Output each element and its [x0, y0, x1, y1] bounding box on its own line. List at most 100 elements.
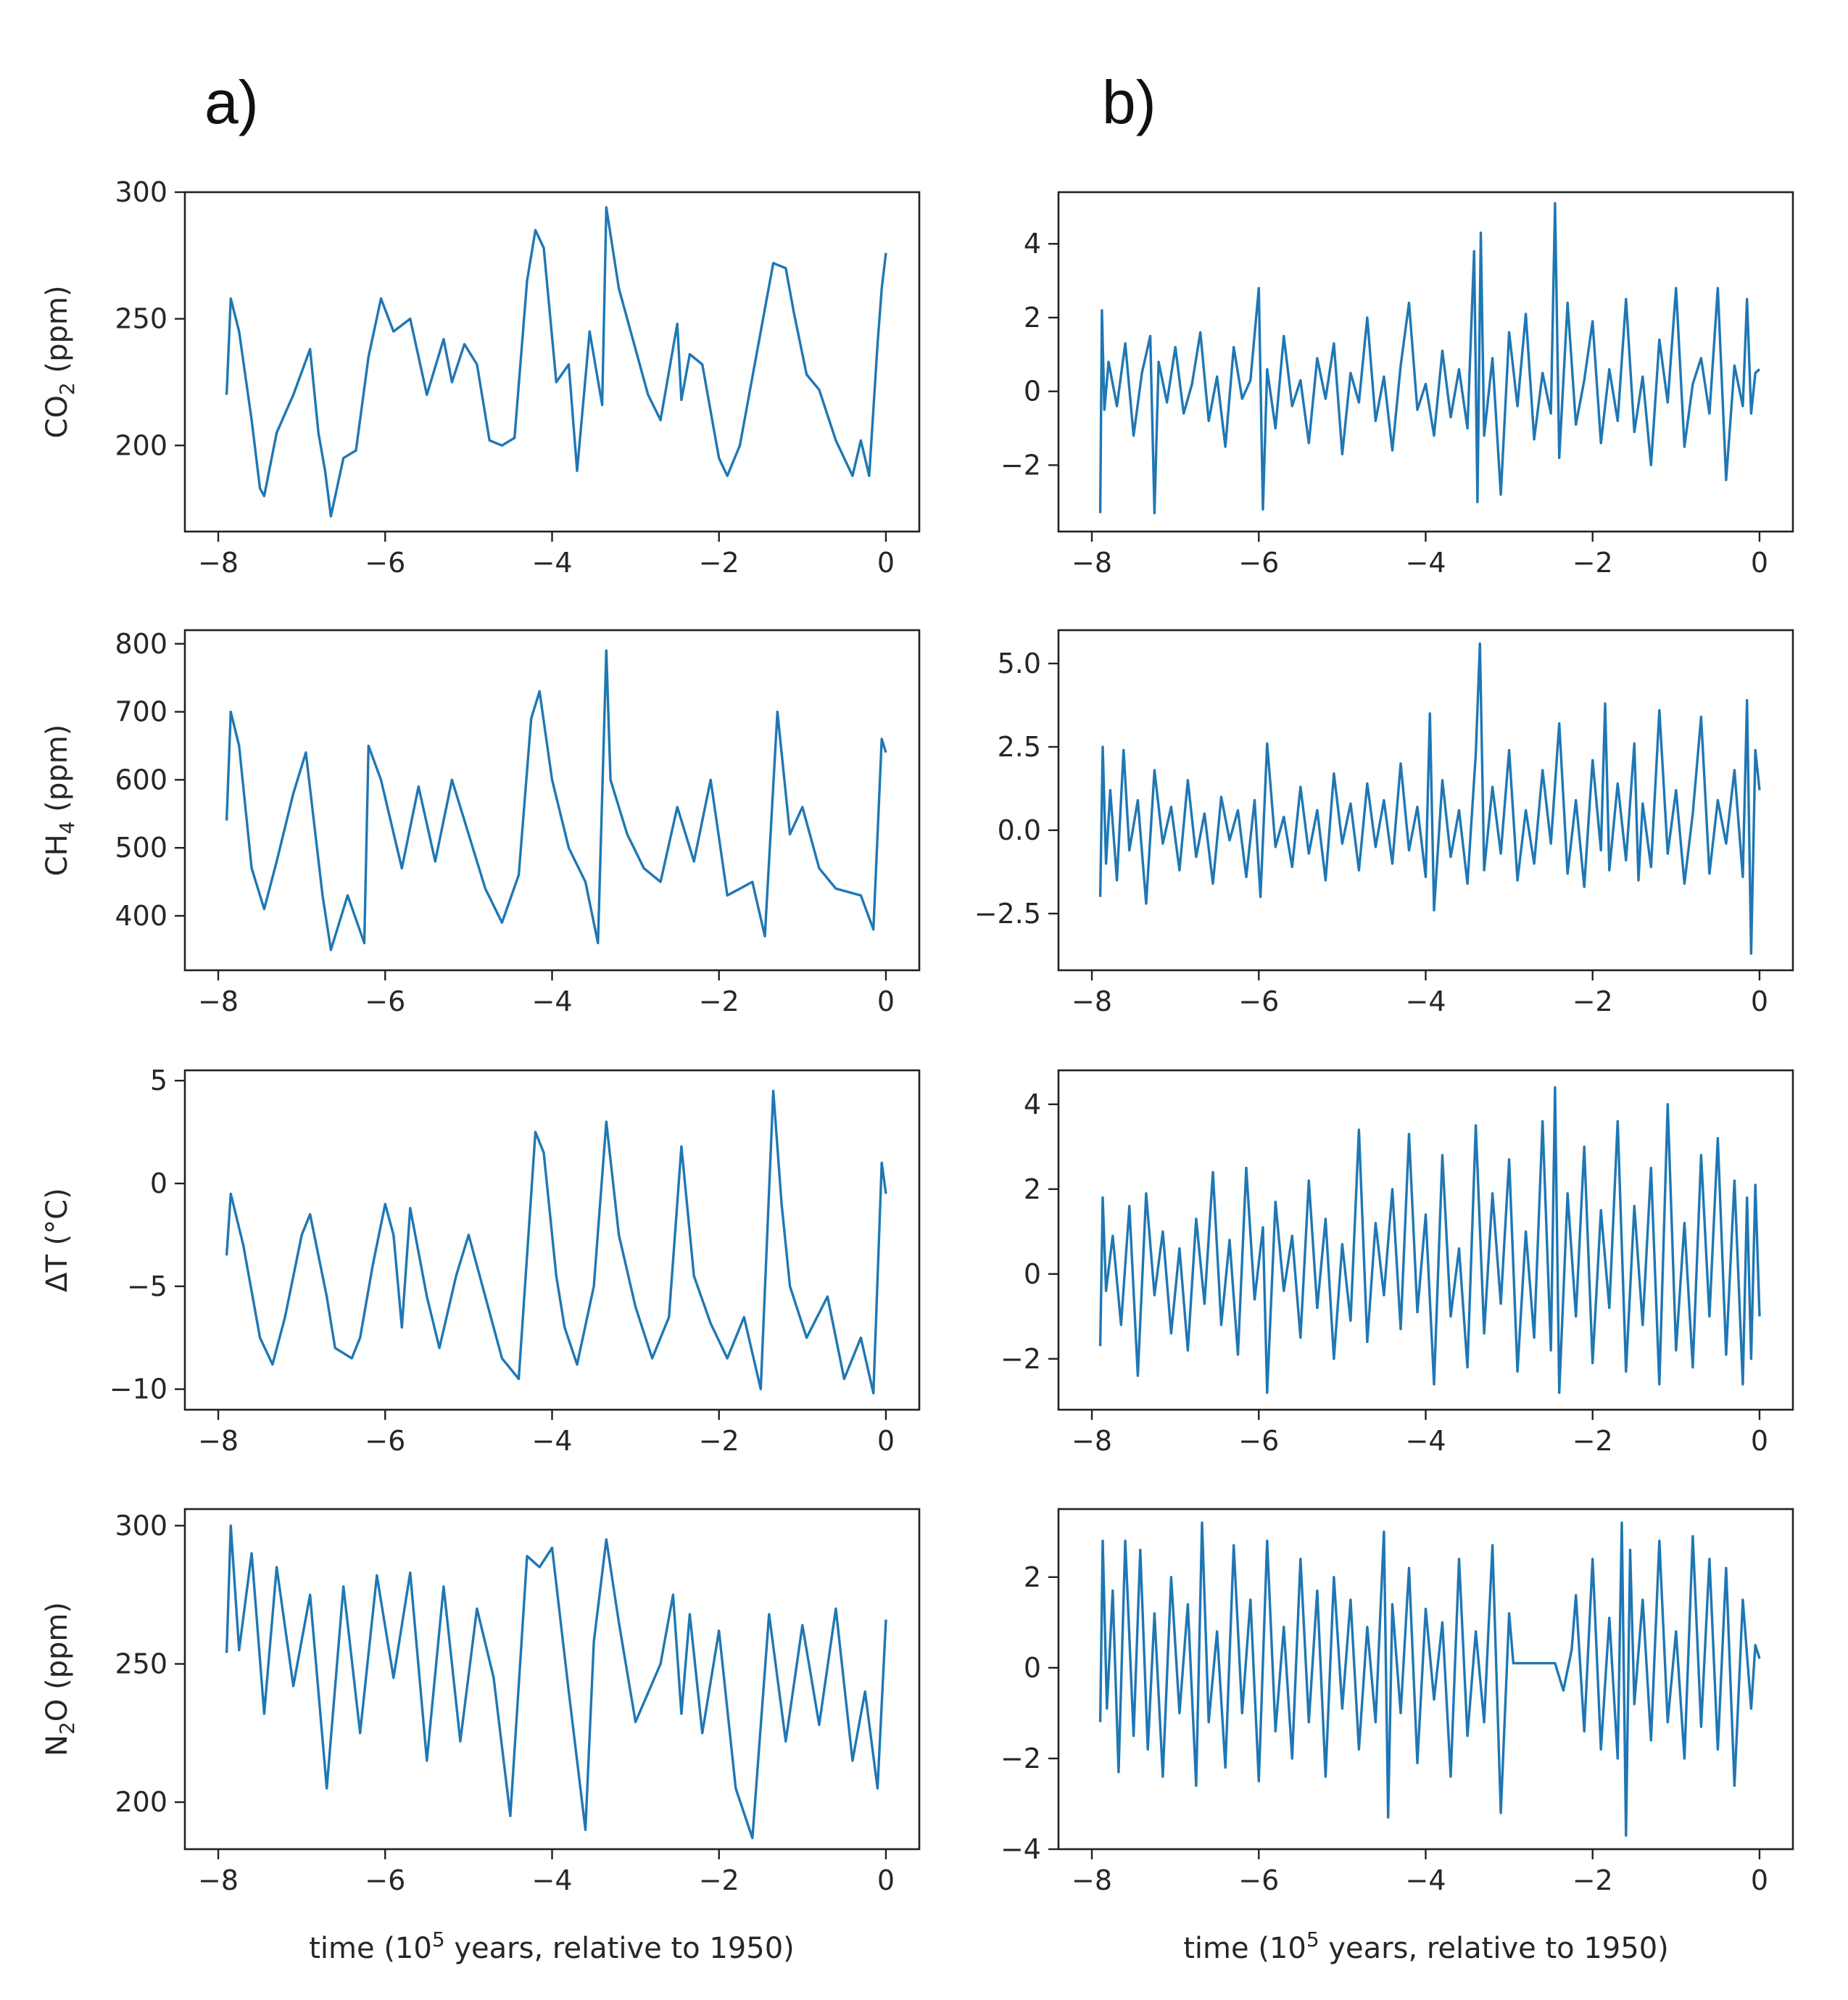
x-tick-label-a-co2: −8 — [198, 547, 239, 579]
series-line-a-n2o — [225, 1524, 887, 1840]
y-tick-label-a-temp: −5 — [127, 1270, 167, 1302]
x-tick-label-b-temp: −6 — [1238, 1425, 1279, 1457]
series-line-a-co2 — [225, 206, 887, 518]
x-tick-label-b-ch4: −8 — [1072, 985, 1112, 1017]
x-tick-label-a-co2: −2 — [699, 547, 739, 579]
y-tick-label-a-ch4: 400 — [115, 900, 167, 932]
x-tick-label-b-ch4: −2 — [1573, 985, 1613, 1017]
x-tick-label-a-ch4: −2 — [699, 985, 739, 1017]
axes-frame-b-n2o — [1057, 1508, 1794, 1851]
y-tick-label-b-co2: 0 — [1024, 376, 1041, 408]
x-tick-label-a-ch4: −4 — [531, 985, 572, 1017]
x-tick-label-b-ch4: −6 — [1238, 985, 1279, 1017]
axes-frame-a-ch4 — [183, 629, 921, 972]
x-tick-label-a-ch4: −6 — [365, 985, 405, 1017]
y-tick-label-a-n2o: 200 — [115, 1786, 167, 1818]
y-tick-label-a-n2o: 250 — [115, 1648, 167, 1680]
x-tick-label-a-n2o: −6 — [365, 1864, 405, 1896]
x-axis-label-a: time (105 years, relative to 1950) — [309, 1927, 795, 1965]
y-tick-label-b-n2o: 2 — [1024, 1561, 1041, 1593]
axes-frame-b-ch4 — [1057, 629, 1794, 972]
subplot-a-temp: −8 −6 −4 −2 0 −10 −5 0 5 ΔT (°C) — [41, 1065, 921, 1457]
y-tick-label-b-temp: −2 — [1000, 1343, 1041, 1375]
x-tick-label-b-temp: −4 — [1405, 1425, 1446, 1457]
x-tick-label-a-ch4: −8 — [198, 985, 239, 1017]
subplot-a-n2o: −8 −6 −4 −2 0 200 250 300 N2O (ppm) — [41, 1508, 921, 1896]
x-tick-label-a-co2: −4 — [531, 547, 572, 579]
subplot-b-ch4: −8 −6 −4 −2 0 −2.5 0.0 2.5 5.0 — [974, 629, 1794, 1017]
x-tick-label-b-temp: 0 — [1751, 1425, 1768, 1457]
y-tick-label-a-ch4: 600 — [115, 764, 167, 796]
x-axis-label-b: time (105 years, relative to 1950) — [1183, 1927, 1669, 1965]
axes-frame-a-co2 — [183, 191, 921, 533]
x-tick-label-b-n2o: −6 — [1238, 1864, 1279, 1896]
x-tick-label-b-co2: −8 — [1072, 547, 1112, 579]
series-line-b-n2o — [1098, 1521, 1761, 1837]
subplot-a-ch4: −8 −6 −4 −2 0 400 500 600 700 800 CH4 (ppm) — [41, 628, 921, 1017]
y-tick-label-a-ch4: 800 — [115, 628, 167, 660]
subplot-b-temp: −8 −6 −4 −2 0 −2 0 2 4 — [1000, 1069, 1794, 1457]
y-tick-label-b-ch4: −2.5 — [974, 898, 1041, 930]
subplot-b-co2: −8 −6 −4 −2 0 −2 0 2 4 — [1000, 191, 1794, 579]
panel-label-a: a) — [204, 68, 259, 136]
x-tick-label-b-ch4: −4 — [1405, 985, 1446, 1017]
y-tick-label-a-temp: 5 — [150, 1065, 167, 1096]
x-tick-label-a-ch4: 0 — [877, 985, 895, 1017]
y-axis-label-a-temp: ΔT (°C) — [41, 1188, 74, 1292]
x-tick-label-a-n2o: −8 — [198, 1864, 239, 1896]
x-tick-label-b-ch4: 0 — [1751, 985, 1768, 1017]
x-tick-label-b-n2o: −8 — [1072, 1864, 1112, 1896]
subplot-b-n2o: −8 −6 −4 −2 0 −4 −2 0 2 — [1000, 1508, 1794, 1896]
y-tick-label-b-co2: −2 — [1000, 449, 1041, 481]
x-tick-label-b-temp: −2 — [1573, 1425, 1613, 1457]
x-tick-label-a-co2: 0 — [877, 547, 895, 579]
y-tick-label-a-n2o: 300 — [115, 1510, 167, 1542]
y-tick-label-b-co2: 4 — [1024, 228, 1041, 260]
x-tick-label-a-n2o: −2 — [699, 1864, 739, 1896]
y-tick-label-a-ch4: 700 — [115, 696, 167, 728]
x-tick-label-a-temp: −4 — [531, 1425, 572, 1457]
x-tick-label-a-temp: 0 — [877, 1425, 895, 1457]
y-tick-label-a-temp: −10 — [109, 1373, 167, 1405]
y-tick-label-b-n2o: 0 — [1024, 1652, 1041, 1684]
series-line-a-ch4 — [225, 649, 887, 951]
x-tick-label-b-n2o: 0 — [1751, 1864, 1768, 1896]
x-tick-label-b-co2: −4 — [1405, 547, 1446, 579]
axes-frame-b-co2 — [1057, 191, 1794, 533]
y-axis-label-a-co2: CO2 (ppm) — [41, 286, 79, 439]
x-tick-label-a-n2o: 0 — [877, 1864, 895, 1896]
y-tick-label-b-n2o: −4 — [1000, 1833, 1041, 1865]
x-tick-label-a-n2o: −4 — [531, 1864, 572, 1896]
y-tick-label-b-co2: 2 — [1024, 302, 1041, 334]
y-tick-label-b-temp: 4 — [1024, 1088, 1041, 1120]
y-axis-label-a-n2o: N2O (ppm) — [41, 1602, 79, 1756]
x-tick-label-b-n2o: −2 — [1573, 1864, 1613, 1896]
subplot-a-co2: −8 −6 −4 −2 0 200 250 300 CO2 (ppm) — [41, 176, 921, 579]
x-tick-label-b-temp: −8 — [1072, 1425, 1112, 1457]
x-tick-label-a-co2: −6 — [365, 547, 405, 579]
y-axis-label-a-ch4: CH4 (ppm) — [41, 724, 79, 877]
y-tick-label-a-co2: 250 — [115, 303, 167, 335]
y-tick-label-a-co2: 300 — [115, 176, 167, 208]
y-tick-label-b-ch4: 2.5 — [998, 731, 1041, 763]
x-tick-label-a-temp: −6 — [365, 1425, 405, 1457]
x-tick-label-b-co2: −6 — [1238, 547, 1279, 579]
y-tick-label-b-n2o: −2 — [1000, 1743, 1041, 1774]
y-tick-label-b-ch4: 5.0 — [998, 648, 1041, 679]
panel-label-b: b) — [1102, 68, 1156, 136]
x-tick-label-a-temp: −2 — [699, 1425, 739, 1457]
series-line-a-temp — [225, 1089, 887, 1394]
x-tick-label-b-co2: −2 — [1573, 547, 1613, 579]
y-tick-label-a-ch4: 500 — [115, 832, 167, 864]
series-line-b-co2 — [1098, 202, 1761, 515]
x-tick-label-b-co2: 0 — [1751, 547, 1768, 579]
series-line-b-ch4 — [1098, 642, 1761, 955]
x-tick-label-b-n2o: −4 — [1405, 1864, 1446, 1896]
y-tick-label-b-temp: 2 — [1024, 1173, 1041, 1205]
y-tick-label-a-temp: 0 — [150, 1168, 167, 1199]
y-tick-label-b-temp: 0 — [1024, 1258, 1041, 1290]
series-line-b-temp — [1098, 1086, 1761, 1394]
y-tick-label-b-ch4: 0.0 — [998, 814, 1041, 846]
